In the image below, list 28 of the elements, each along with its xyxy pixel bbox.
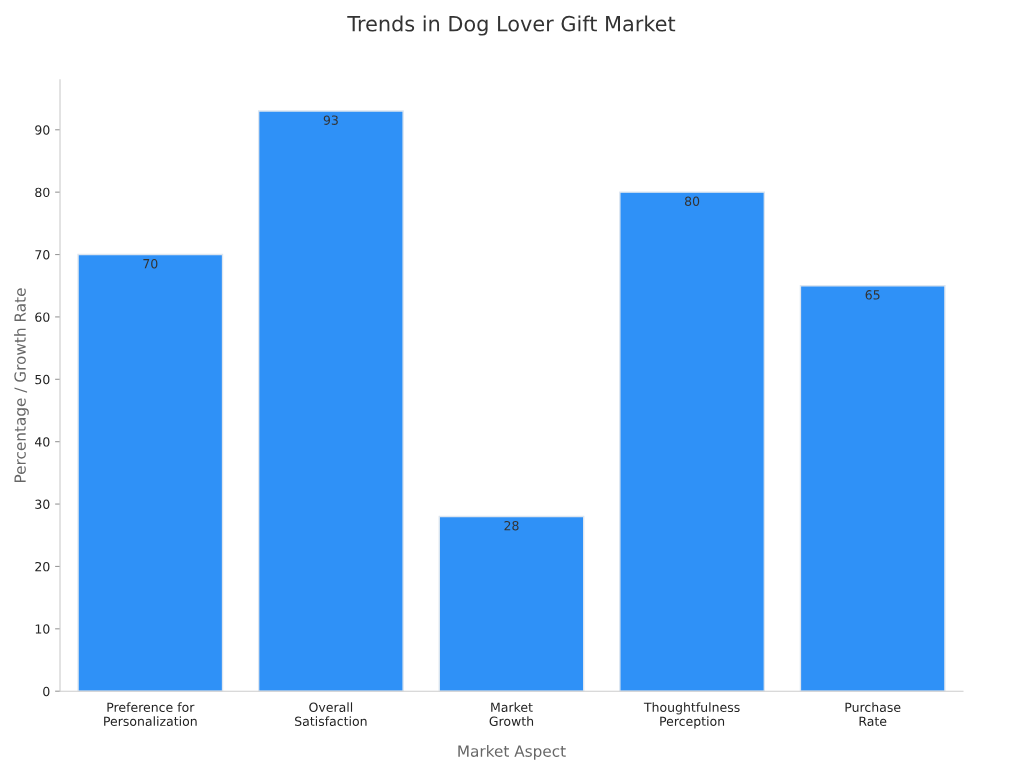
y-tick-label: 80: [35, 187, 50, 198]
y-tick-label: 70: [35, 250, 50, 260]
data-label: 80: [684, 196, 700, 206]
y-axis-title: Percentage / Growth Rate: [14, 288, 29, 483]
bar: [619, 191, 766, 692]
y-tick-label: 40: [34, 437, 50, 447]
x-tick-label: Market Growth: [489, 702, 534, 726]
bar: [257, 110, 404, 692]
x-tick-label: Purchase Rate: [845, 702, 901, 726]
x-axis-title: Market Aspect: [458, 745, 566, 760]
y-tick-label: 0: [43, 686, 50, 697]
y-tick-label: 10: [35, 624, 50, 634]
y-tick-label: 90: [35, 125, 50, 135]
bar: [799, 285, 946, 692]
y-tick-label: 30: [35, 499, 50, 509]
bar: [438, 515, 585, 692]
y-tick-label: 60: [35, 312, 50, 322]
x-tick-label: Overall Satisfaction: [295, 702, 367, 726]
data-label: 70: [143, 258, 158, 269]
y-tick-label: 20: [35, 561, 50, 572]
x-tick-label: Thoughtfulness Perception: [643, 702, 740, 729]
x-tick-label: Preference for Personalization: [104, 702, 197, 726]
y-tick-label: 50: [35, 374, 50, 385]
data-label: 93: [323, 115, 338, 125]
chart-title: Trends in Dog Lover Gift Market: [347, 15, 676, 36]
data-label: 65: [865, 290, 880, 300]
data-label: 28: [504, 520, 519, 531]
bar: [77, 253, 224, 692]
